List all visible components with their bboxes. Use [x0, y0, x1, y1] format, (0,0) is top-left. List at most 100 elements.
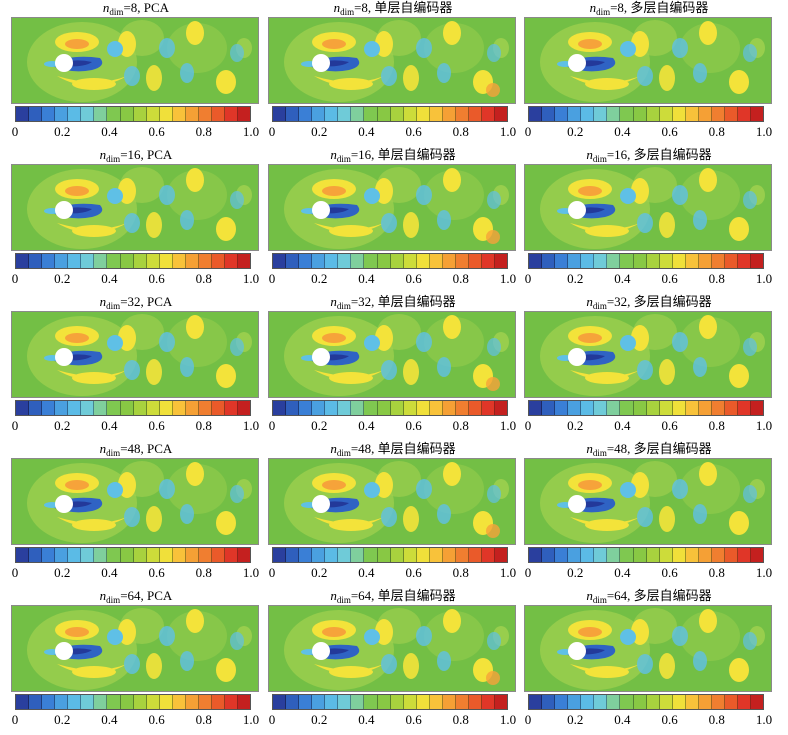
- colorbar-swatch: [94, 107, 108, 121]
- contour-panel: ndim=16, PCA 0 0.2 0.4 0.6 0.8 1.0: [11, 147, 261, 293]
- colorbar-swatch: [751, 548, 764, 562]
- colorbar-swatch: [94, 548, 108, 562]
- colorbar-tick-label: 0.2: [567, 124, 584, 139]
- colorbar-swatch: [555, 548, 569, 562]
- colorbar-ticks: 0 0.2 0.4 0.6 0.8 1.0: [12, 565, 259, 581]
- colorbar-tick-label: 0.6: [148, 124, 165, 139]
- colorbar-swatch: [42, 401, 56, 415]
- colorbar-swatch: [286, 254, 300, 268]
- colorbar-swatch: [646, 548, 660, 562]
- colorbar-tick-label: 0: [11, 418, 19, 433]
- colorbar-swatch: [594, 254, 608, 268]
- colorbar-swatch: [482, 107, 496, 121]
- dim-subscript: dim: [592, 301, 607, 311]
- colorbar-swatch: [286, 548, 300, 562]
- dimension-value: =16,: [606, 147, 634, 162]
- n-symbol: n: [330, 441, 337, 456]
- colorbar-swatch: [299, 548, 313, 562]
- flow-field-contour: [524, 605, 772, 692]
- colorbar-swatch: [633, 548, 647, 562]
- colorbar-swatch: [299, 695, 313, 709]
- colorbar-swatch: [529, 695, 543, 709]
- colorbar-ticks: 0 0.2 0.4 0.6 0.8 1.0: [11, 418, 259, 434]
- colorbar-swatch: [338, 695, 352, 709]
- n-symbol: n: [586, 588, 593, 603]
- contour-panel: ndim=16, 单层自编码器 0 0.2 0.4 0.6 0.8 1.0: [268, 147, 518, 293]
- colorbar-swatch: [312, 254, 326, 268]
- colorbar-tick-label: 0.2: [567, 565, 584, 580]
- colorbar-tick-label: 0.8: [195, 418, 212, 433]
- colorbar-tick-label: 1.0: [242, 712, 260, 727]
- colorbar-swatch: [107, 401, 121, 415]
- colorbar-swatch: [120, 548, 134, 562]
- colorbar-swatch: [724, 107, 738, 121]
- colorbar-swatch: [172, 254, 186, 268]
- colorbar-swatch: [468, 401, 482, 415]
- colorbar-swatch: [495, 254, 508, 268]
- colorbar-swatch: [568, 401, 582, 415]
- contour-panel: ndim=48, PCA 0 0.2 0.4 0.6 0.8 1.0: [11, 441, 261, 587]
- colorbar-swatch: [107, 695, 121, 709]
- colorbar-swatch: [633, 401, 647, 415]
- colorbar-swatch: [377, 548, 391, 562]
- colorbar-swatch: [16, 695, 30, 709]
- colorbar-swatch: [429, 401, 443, 415]
- colorbar-tick-label: 0.8: [708, 124, 725, 139]
- colorbar-tick-label: 0.4: [101, 418, 118, 433]
- colorbar-swatch: [185, 107, 199, 121]
- colorbar: [272, 547, 508, 563]
- dim-subscript: dim: [109, 7, 124, 17]
- colorbar-swatch: [581, 695, 595, 709]
- colorbar-swatch: [751, 695, 764, 709]
- colorbar-swatch: [325, 695, 339, 709]
- colorbar-swatch: [672, 254, 686, 268]
- method-label: 多层自编码器: [633, 588, 712, 603]
- contour-panel: ndim=48, 单层自编码器 0 0.2 0.4 0.6 0.8 1.0: [268, 441, 518, 587]
- colorbar-swatch: [468, 695, 482, 709]
- method-label: 单层自编码器: [374, 0, 453, 15]
- contour-panel: ndim=32, PCA 0 0.2 0.4 0.6 0.8 1.0: [11, 294, 261, 440]
- colorbar-swatch: [273, 401, 287, 415]
- colorbar-swatch: [442, 254, 456, 268]
- colorbar-tick-label: 1.0: [755, 418, 773, 433]
- dimension-value: =8,: [610, 0, 631, 15]
- colorbar-tick-label: 0.6: [405, 418, 422, 433]
- colorbar-swatch: [442, 401, 456, 415]
- colorbar-swatch: [286, 695, 300, 709]
- colorbar-ticks: 0 0.2 0.4 0.6 0.8 1.0: [525, 124, 772, 140]
- colorbar-tick-label: 0.6: [148, 418, 165, 433]
- colorbar-swatch: [81, 548, 95, 562]
- colorbar-swatch: [416, 401, 430, 415]
- colorbar-swatch: [29, 401, 43, 415]
- colorbar-swatch: [68, 254, 82, 268]
- flow-field-contour: [524, 311, 772, 398]
- colorbar-swatch: [299, 254, 313, 268]
- colorbar-swatch: [633, 107, 647, 121]
- contour-panel: ndim=8, 单层自编码器 0 0.2 0.4 0.6 0.8 1.0: [268, 0, 518, 146]
- panel-title: ndim=32, 单层自编码器: [268, 294, 518, 311]
- colorbar-swatch: [238, 401, 251, 415]
- colorbar-swatch: [29, 695, 43, 709]
- colorbar-swatch: [711, 695, 725, 709]
- colorbar-tick-label: 0.8: [195, 712, 212, 727]
- colorbar-swatch: [482, 548, 496, 562]
- colorbar-swatch: [133, 548, 147, 562]
- contour-plot: [269, 165, 515, 250]
- dimension-value: =64,: [120, 588, 148, 603]
- colorbar: [15, 106, 251, 122]
- contour-panel: ndim=64, 单层自编码器 0 0.2 0.4 0.6 0.8 1.0: [268, 588, 518, 734]
- colorbar-tick-label: 1.0: [499, 712, 517, 727]
- colorbar-swatch: [495, 107, 508, 121]
- colorbar-swatch: [364, 401, 378, 415]
- colorbar-swatch: [403, 401, 417, 415]
- colorbar-swatch: [299, 107, 313, 121]
- colorbar-swatch: [555, 695, 569, 709]
- colorbar-swatch: [738, 548, 752, 562]
- colorbar-swatch: [672, 107, 686, 121]
- colorbar-swatch: [364, 695, 378, 709]
- colorbar-swatch: [568, 695, 582, 709]
- colorbar-swatch: [159, 401, 173, 415]
- colorbar-tick-label: 0.8: [708, 271, 725, 286]
- colorbar-swatch: [238, 548, 251, 562]
- flow-field-contour: [268, 17, 516, 104]
